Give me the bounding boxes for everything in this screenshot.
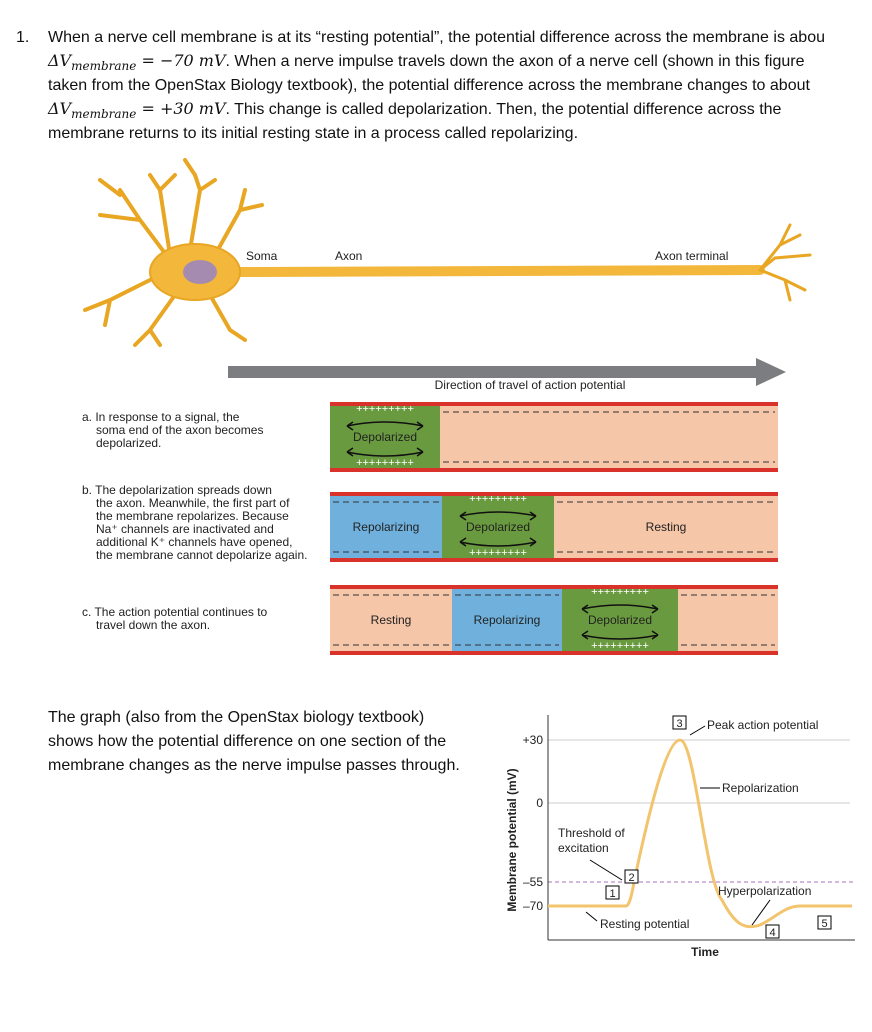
marker-label: 2: [628, 872, 634, 884]
question-number: 1.: [16, 29, 29, 46]
caption-line: depolarized.: [96, 436, 161, 450]
paragraph-line: ΔVmembrane = +30 mV. This change is call…: [47, 99, 782, 121]
math-sub: membrane: [71, 107, 136, 121]
caption-line: c. The action potential continues to: [82, 605, 268, 619]
math: ΔV: [47, 99, 73, 118]
text: . When a nerve impulse travels down the …: [226, 53, 805, 70]
segment-label: Depolarized: [353, 430, 417, 444]
membrane-segment: [562, 587, 678, 651]
membrane-segment: [554, 494, 778, 558]
annotation: excitation: [558, 841, 609, 855]
membrane-segment: [440, 404, 778, 468]
membrane-edge: [330, 468, 778, 472]
math: ΔV: [47, 51, 73, 70]
segment-label: Resting: [646, 520, 687, 534]
charge-label: +++++++++: [356, 457, 414, 469]
math-sub: membrane: [71, 59, 136, 73]
annotation: Peak action potential: [707, 718, 818, 732]
caption-line: b. The depolarization spreads down: [82, 483, 272, 497]
annotation: Repolarization: [722, 781, 799, 795]
membrane-edge: [330, 492, 778, 496]
axon-label: Axon: [335, 249, 362, 263]
text: . This change is called depolarization. …: [226, 101, 782, 118]
arrow: [459, 537, 537, 547]
soma-label: Soma: [246, 249, 278, 263]
paragraph-line: shows how the potential difference on on…: [48, 733, 446, 750]
paragraph-line: ΔVmembrane = −70 mV. When a nerve impuls…: [47, 51, 805, 73]
caption-line: the membrane repolarizes. Because: [96, 509, 289, 523]
caption-line: a. In response to a signal, the: [82, 410, 240, 424]
y-tick-label: 0: [536, 796, 543, 810]
marker-box: [605, 885, 620, 900]
y-axis-label: Membrane potential (mV): [505, 768, 519, 911]
y-tick-label: –55: [523, 875, 543, 889]
leader: [589, 859, 623, 881]
marker-label: 5: [821, 918, 827, 930]
annotation: Hyperpolarization: [718, 884, 811, 898]
marker-box: [672, 715, 687, 730]
segment-label: Resting: [371, 613, 412, 627]
membrane-edge: [330, 558, 778, 562]
caption-line: Na⁺ channels are inactivated and: [96, 522, 274, 536]
arrow: [581, 604, 659, 614]
leader: [585, 911, 598, 922]
membrane-segment: [330, 404, 440, 468]
paragraph-line: The graph (also from the OpenStax biolog…: [48, 709, 424, 726]
arrow: [459, 511, 537, 521]
math: = +30 mV: [136, 99, 227, 118]
marker-box: [624, 869, 639, 884]
membrane-edge: [330, 402, 778, 406]
segment-label: Repolarizing: [353, 520, 420, 534]
arrow: [581, 630, 659, 640]
direction-label: Direction of travel of action potential: [435, 378, 626, 392]
arrow: [346, 421, 424, 431]
arrow: [346, 447, 424, 457]
marker-label: 1: [609, 888, 615, 900]
neuron: [83, 158, 812, 347]
segment-label: Depolarized: [588, 613, 652, 627]
y-tick-label: +30: [523, 733, 544, 747]
annotation: Resting potential: [600, 917, 689, 931]
caption-line: the axon. Meanwhile, the first part of: [96, 496, 290, 510]
leader: [689, 725, 706, 736]
paragraph-line: membrane changes as the nerve impulse pa…: [48, 757, 460, 774]
membrane-edge: [330, 585, 778, 589]
caption-line: the membrane cannot depolarize again.: [96, 548, 307, 562]
caption-line: travel down the axon.: [96, 618, 210, 632]
caption-line: soma end of the axon becomes: [96, 423, 263, 437]
segment-label: Repolarizing: [474, 613, 541, 627]
paragraph-line: When a nerve cell membrane is at its “re…: [48, 29, 825, 46]
marker-label: 3: [676, 718, 682, 730]
marker-label: 4: [769, 927, 775, 939]
marker-box: [765, 924, 780, 939]
math: = −70 mV: [136, 51, 227, 70]
membrane-segment: [330, 587, 452, 651]
y-tick-label: –70: [523, 899, 543, 913]
leader: [751, 899, 771, 926]
marker-box: [817, 915, 832, 930]
membrane-segment: [678, 587, 778, 651]
x-axis-label: Time: [691, 945, 719, 959]
paragraph-line: taken from the OpenStax Biology textbook…: [48, 77, 810, 94]
membrane-edge: [330, 651, 778, 655]
membrane-segment: [442, 494, 554, 558]
paragraph-line: membrane returns to its initial resting …: [48, 125, 578, 142]
direction-arrow: [228, 358, 786, 386]
annotation: Threshold of: [558, 826, 625, 840]
charge-label: +++++++++: [591, 640, 649, 652]
axon-terminal-label: Axon terminal: [655, 249, 728, 263]
charge-label: +++++++++: [469, 547, 527, 559]
membrane-segment: [330, 494, 442, 558]
caption-line: additional K⁺ channels have opened,: [96, 535, 292, 549]
membrane-segment: [452, 587, 562, 651]
segment-label: Depolarized: [466, 520, 530, 534]
